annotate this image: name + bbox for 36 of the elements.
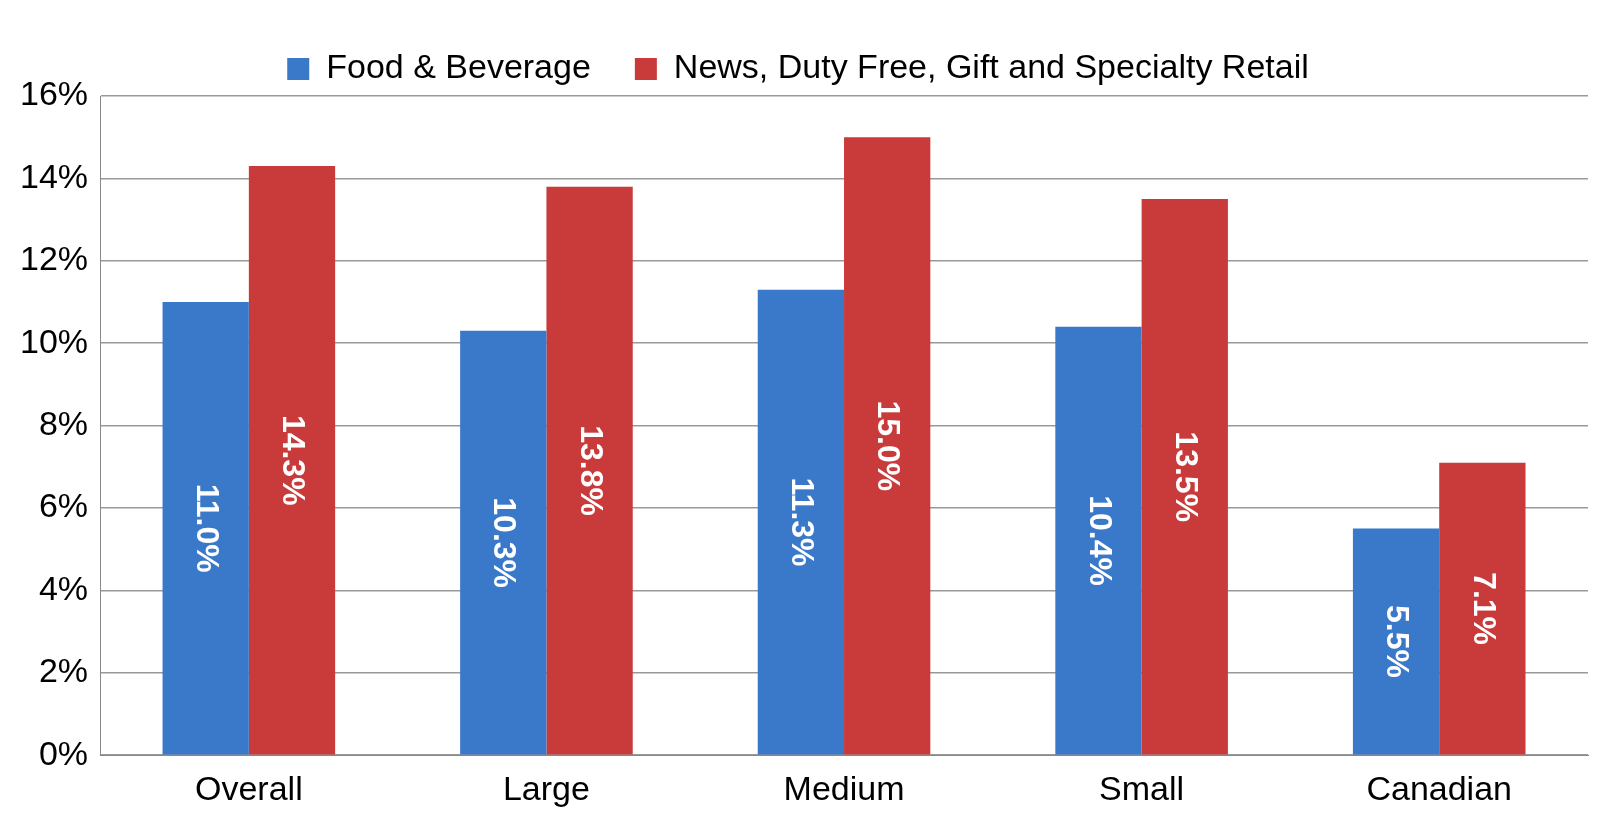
y-tick-label: 0% — [38, 733, 89, 772]
y-tick-label: 4% — [38, 568, 89, 607]
data-label: 14.3% — [276, 414, 313, 506]
data-label: 11.3% — [785, 477, 822, 567]
bar — [162, 302, 249, 755]
bar — [460, 330, 547, 755]
bar — [1141, 199, 1228, 755]
x-tick-label: Canadian — [1366, 768, 1512, 807]
bar — [757, 289, 845, 755]
data-label: 13.8% — [573, 425, 610, 516]
data-label: 7.1% — [1466, 572, 1503, 646]
x-tick-label: Large — [502, 768, 590, 807]
y-tick-label: 12% — [19, 239, 89, 278]
data-label: 11.0% — [189, 483, 226, 573]
bar — [1439, 462, 1526, 755]
legend-label: Food & Beverage — [326, 47, 591, 86]
data-label: 13.5% — [1168, 431, 1205, 523]
bar — [844, 137, 931, 755]
y-tick-label: 8% — [38, 403, 89, 442]
y-tick-label: 2% — [38, 651, 89, 690]
y-tick-label: 6% — [38, 486, 89, 525]
legend-label: News, Duty Free, Gift and Specialty Retail — [673, 47, 1309, 86]
bar — [1055, 326, 1142, 755]
x-tick-label: Overall — [194, 768, 303, 807]
bar — [248, 166, 336, 755]
x-tick-label: Small — [1099, 768, 1185, 807]
data-label: 5.5% — [1380, 605, 1417, 678]
bar — [546, 186, 633, 755]
y-tick-label: 10% — [19, 321, 89, 360]
data-label: 10.3% — [487, 497, 524, 589]
y-tick-label: 16% — [19, 74, 89, 113]
data-label: 15.0% — [871, 400, 908, 492]
bar — [1352, 528, 1440, 755]
x-tick-label: Medium — [783, 768, 905, 807]
y-tick-label: 14% — [19, 156, 89, 195]
data-label: 10.4% — [1082, 495, 1119, 586]
